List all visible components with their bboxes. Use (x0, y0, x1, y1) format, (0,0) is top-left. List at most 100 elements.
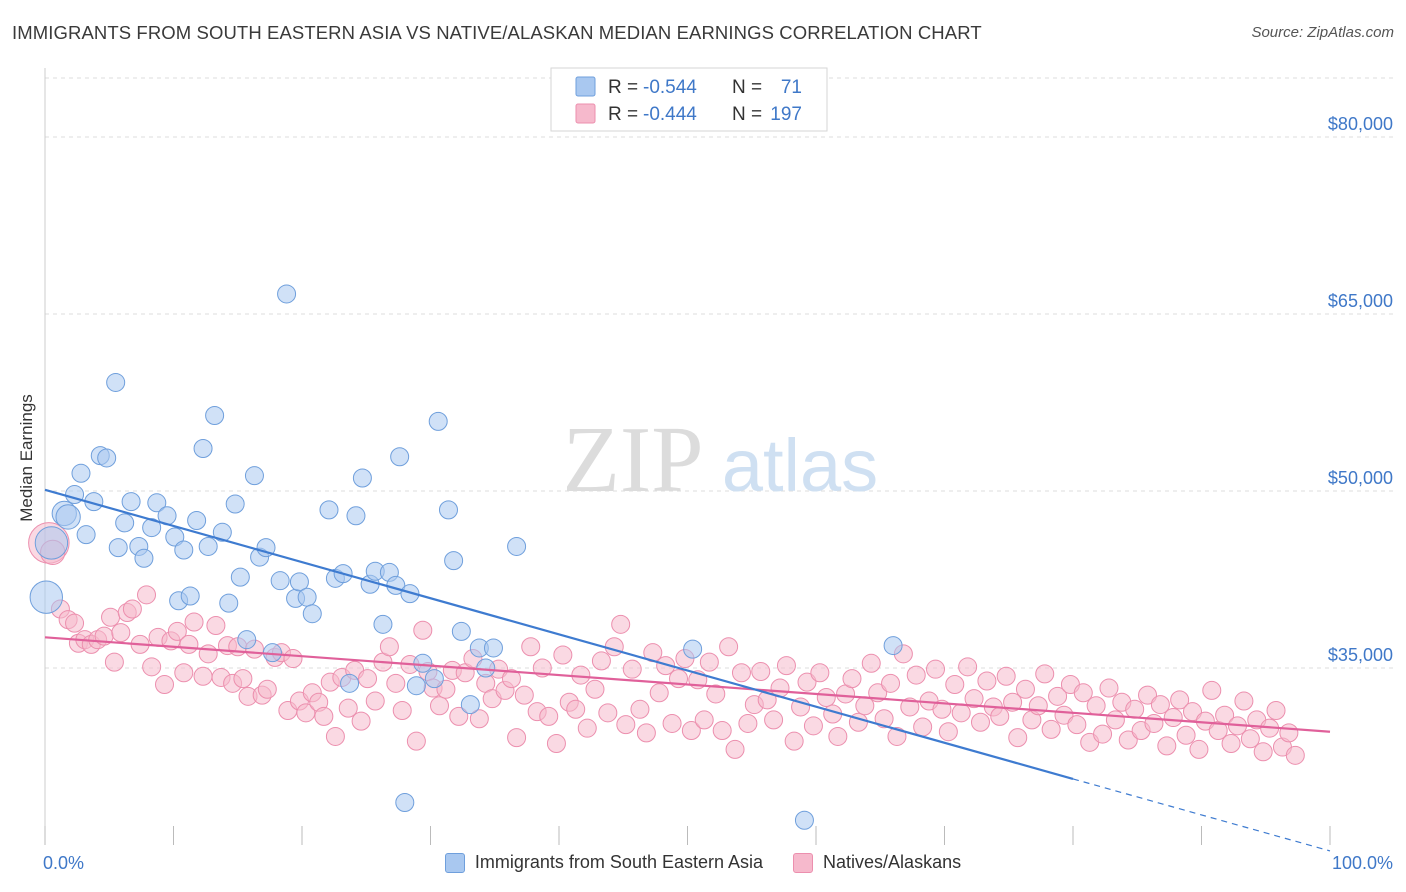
immigrants-sea-point (198, 536, 218, 556)
natives-alaskans-point (604, 637, 624, 657)
immigrants-sea-point (297, 587, 317, 607)
source-label: Source: ZipAtlas.com (1251, 24, 1394, 41)
immigrants-sea-point (373, 614, 393, 634)
immigrants-sea-point (219, 593, 239, 613)
immigrants-sea-point (302, 604, 322, 624)
natives-alaskans-point (1138, 685, 1158, 705)
natives-alaskans-point (566, 699, 586, 719)
natives-alaskans-point (1234, 691, 1254, 711)
immigrants-sea-point (205, 405, 225, 425)
natives-alaskans-point (1054, 705, 1074, 725)
natives-alaskans-point (906, 665, 926, 685)
immigrants-sea-point (319, 500, 339, 520)
natives-alaskans-point (699, 652, 719, 672)
immigrants-sea-point (134, 548, 154, 568)
y-tick-label: $35,000 (1328, 645, 1393, 665)
natives-alaskans-point (598, 703, 618, 723)
natives-alaskans-point (874, 709, 894, 729)
immigrants-sea-point (683, 639, 703, 659)
natives-alaskans-point (1144, 713, 1164, 733)
natives-alaskans-point (751, 662, 771, 682)
y-tick-label: $50,000 (1328, 468, 1393, 488)
natives-alaskans-point (283, 649, 303, 669)
axes: $35,000 $50,000 $65,000 $80,000 (44, 68, 1393, 845)
y-axis-label: Median Earnings (17, 394, 36, 522)
natives-alaskans-point (1118, 730, 1138, 750)
immigrants-sea-trend-line (44, 488, 1074, 780)
natives-alaskans-point (1099, 678, 1119, 698)
natives-alaskans-point (198, 644, 218, 664)
natives-alaskans-point (104, 652, 124, 672)
natives-alaskans-point (636, 723, 656, 743)
natives-alaskans-point (1086, 696, 1106, 716)
natives-alaskans-point (386, 673, 406, 693)
legend-r-value-blue: -0.544 (643, 77, 697, 98)
bottom-legend-item-natives: Natives/Alaskans (793, 852, 961, 873)
immigrants-sea-point (147, 493, 167, 513)
immigrants-sea-point (413, 653, 433, 673)
natives-alaskans-point (881, 673, 901, 693)
immigrants-sea-points (29, 284, 903, 830)
natives-alaskans-point (1035, 664, 1055, 684)
immigrants-sea-point (277, 284, 297, 304)
natives-alaskans-point (611, 614, 631, 634)
immigrants-sea-point (428, 411, 448, 431)
natives-alaskans-point (179, 634, 199, 654)
legend-n-value-pink: 197 (770, 104, 802, 125)
immigrants-sea-point (483, 638, 503, 658)
natives-alaskans-point (1170, 690, 1190, 710)
natives-alaskans-point (810, 663, 830, 683)
natives-alaskans-point (553, 645, 573, 665)
natives-alaskans-point (1279, 723, 1299, 743)
natives-alaskans-point (1125, 699, 1145, 719)
immigrants-sea-point (390, 447, 410, 467)
natives-alaskans-point (142, 657, 162, 677)
natives-alaskans-point (591, 651, 611, 671)
immigrants-sea-point (55, 504, 81, 530)
natives-alaskans-point (719, 637, 739, 657)
natives-alaskans-point (622, 659, 642, 679)
natives-alaskans-point (816, 688, 836, 707)
natives-alaskans-point (938, 722, 958, 742)
natives-alaskans-point (990, 706, 1010, 726)
natives-alaskans-point (977, 671, 997, 691)
natives-alaskans-point (392, 700, 412, 720)
natives-alaskans-point (122, 599, 142, 619)
natives-alaskans-point (184, 612, 204, 632)
immigrants-sea-point (165, 527, 185, 547)
immigrants-sea-point (108, 538, 128, 558)
natives-alaskans-point (539, 706, 559, 726)
legend-n-label-pink: N = (732, 104, 762, 125)
bottom-legend: Immigrants from South Eastern Asia Nativ… (0, 852, 1406, 873)
immigrants-sea-point (507, 536, 527, 556)
immigrants-sea-point (174, 540, 194, 560)
immigrants-sea-point (142, 518, 162, 538)
natives-alaskans-point (764, 710, 784, 730)
immigrants-sea-point (97, 448, 117, 468)
natives-alaskans-point (1266, 700, 1286, 720)
immigrants-sea-point (121, 492, 141, 512)
natives-alaskans-point (1176, 725, 1196, 745)
natives-alaskans-point (731, 663, 751, 683)
natives-alaskans-point (365, 691, 385, 711)
natives-alaskans-point (725, 739, 745, 759)
natives-alaskans-point (958, 657, 978, 677)
natives-alaskans-point (1041, 719, 1061, 739)
natives-alaskans-point (449, 706, 469, 726)
immigrants-sea-point (71, 463, 91, 483)
trend-lines (44, 488, 1331, 852)
natives-alaskans-point (257, 679, 277, 699)
natives-alaskans-point (1157, 736, 1177, 756)
natives-alaskans-point (65, 613, 85, 633)
immigrants-sea-point (340, 673, 360, 693)
natives-alaskans-point (101, 607, 121, 627)
natives-alaskans-point (1015, 679, 1035, 699)
natives-alaskans-point (1105, 710, 1125, 730)
immigrants-sea-point (794, 810, 814, 830)
natives-alaskans-point (571, 665, 591, 685)
natives-alaskans-point (932, 699, 952, 719)
immigrants-sea-point (180, 586, 200, 606)
natives-alaskans-point (662, 713, 682, 733)
x-tick-min: 0.0% (43, 853, 84, 873)
